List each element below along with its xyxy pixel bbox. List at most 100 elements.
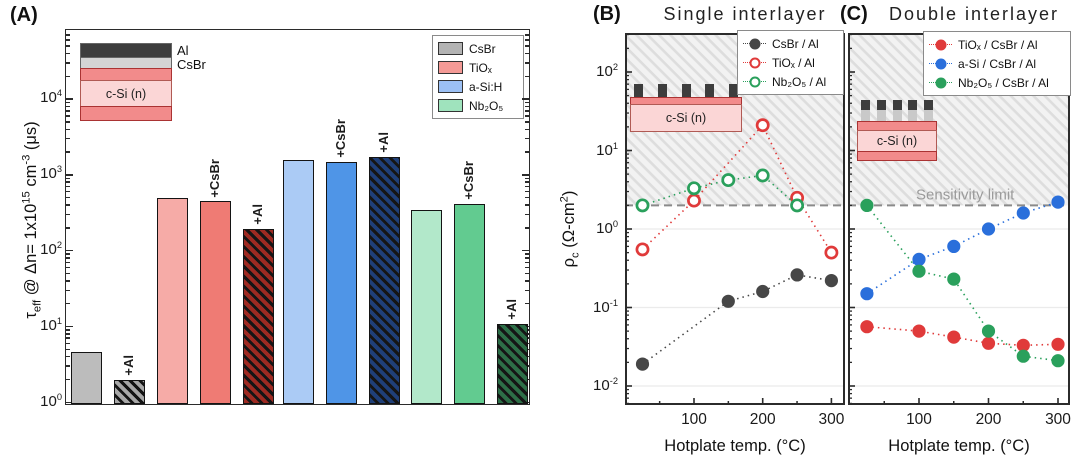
data-point [721, 294, 735, 308]
y-minor-tick [525, 39, 529, 41]
y-minor-tick [525, 227, 529, 229]
y-minor-tick [66, 253, 70, 255]
legend-marker-line [929, 38, 952, 51]
bar-annotation: +Al [503, 299, 519, 320]
inset-c-csbr-fingers [857, 110, 937, 121]
bar [157, 197, 188, 404]
bar-annotation: +CsBr [206, 158, 222, 198]
y-minor-tick [66, 75, 70, 77]
legend-row: CsBr / Al [743, 34, 838, 53]
y-minor-tick [66, 378, 70, 381]
data-point [1016, 338, 1030, 352]
y-minor-tick [66, 272, 70, 275]
filled-circle-marker [749, 38, 760, 49]
al-finger [924, 100, 933, 110]
legend-label: Nb₂O₅ [469, 98, 504, 113]
panel-c-letter: (C) [840, 3, 868, 25]
legend-marker-line [929, 57, 952, 70]
data-point [947, 239, 961, 253]
y-minor-tick [525, 257, 529, 259]
inset-layer-rear [80, 106, 172, 121]
y-minor-tick [66, 62, 70, 64]
legend-label: a-Si / CsBr / Al [958, 56, 1037, 71]
y-tick-label: 100 [596, 219, 618, 237]
filled-circle-marker [935, 58, 946, 69]
bar [454, 203, 485, 404]
legend-marker-line [929, 76, 952, 89]
y-minor-tick [525, 52, 529, 55]
data-point [912, 324, 926, 338]
inset-layer-al [80, 43, 172, 58]
legend-row: a-Si:H [438, 77, 518, 96]
panel-b-legend: CsBr / Al TiOₓ / Al Nb₂O₅ / Al [737, 30, 844, 95]
csbr-finger [876, 110, 886, 121]
y-minor-tick [525, 196, 529, 199]
legend-row: TiOₓ / CsBr / Al [929, 35, 1065, 54]
y-minor-tick [525, 45, 529, 47]
series-line [866, 201, 1059, 295]
y-minor-tick [525, 151, 529, 153]
data-point [721, 173, 736, 188]
y-major-tick [66, 401, 73, 403]
legend-row: Nb₂O₅ [438, 96, 518, 115]
y-major-tick [522, 249, 529, 252]
bar-annotation: +Al [120, 355, 136, 376]
x-tick-label: 100 [906, 411, 932, 428]
y-minor-tick [525, 115, 529, 117]
y-minor-tick [525, 253, 529, 255]
bar [114, 379, 145, 404]
data-point [755, 118, 770, 133]
y-minor-tick [525, 137, 529, 140]
inset-al-label: Al [177, 43, 189, 58]
csbr-finger [924, 110, 933, 121]
legend-swatch [438, 61, 463, 74]
x-tick-label: 200 [975, 411, 1002, 428]
data-point [860, 287, 874, 301]
al-finger [681, 84, 691, 97]
inset-b-c-si: c-Si (n) [630, 104, 742, 132]
y-minor-tick [66, 121, 70, 123]
al-finger [861, 100, 870, 110]
y-tick-label: 101 [40, 315, 62, 334]
data-point [947, 272, 961, 286]
y-minor-tick [66, 266, 70, 269]
al-finger [892, 100, 902, 110]
bar [326, 161, 357, 404]
inset-layer-c-si: c-Si (n) [80, 80, 172, 107]
bar [243, 228, 274, 404]
data-point [790, 198, 805, 213]
data-point [790, 268, 804, 282]
y-major-tick [66, 174, 73, 176]
panel-a-y-axis-title: τeff @ Δn= 1x1015 cm-3 (μs) [20, 121, 44, 319]
y-minor-tick [66, 128, 70, 130]
y-minor-tick [66, 185, 70, 188]
y-minor-tick [66, 213, 70, 216]
y-minor-tick [525, 110, 529, 112]
y-minor-tick [66, 39, 70, 41]
legend-label: TiOₓ / Al [772, 55, 815, 70]
y-minor-tick [525, 272, 529, 275]
panel-a-inset-stack: c-Si (n) Al CsBr [80, 43, 206, 121]
y-minor-tick [525, 121, 529, 123]
al-finger [729, 84, 738, 97]
bar-annotation: +Al [249, 204, 265, 225]
data-point [1051, 337, 1065, 351]
inset-c-al-fingers [857, 100, 937, 110]
legend-swatch [438, 42, 463, 55]
y-minor-tick [66, 329, 70, 331]
bar-annotation: +CsBr [460, 161, 476, 200]
data-point [824, 245, 839, 260]
panel-b-inset-stack: c-Si (n) [630, 84, 742, 132]
y-minor-tick [66, 110, 70, 112]
y-tick-label: 103 [40, 164, 62, 183]
y-minor-tick [66, 257, 70, 259]
data-point [947, 330, 961, 344]
y-minor-tick [66, 227, 70, 229]
data-point [1051, 354, 1065, 368]
inset-csbr-label: CsBr [177, 57, 206, 72]
data-point [1051, 195, 1065, 209]
bar [369, 156, 400, 404]
y-minor-tick [525, 266, 529, 269]
bar [283, 159, 314, 404]
y-minor-tick [525, 190, 529, 193]
